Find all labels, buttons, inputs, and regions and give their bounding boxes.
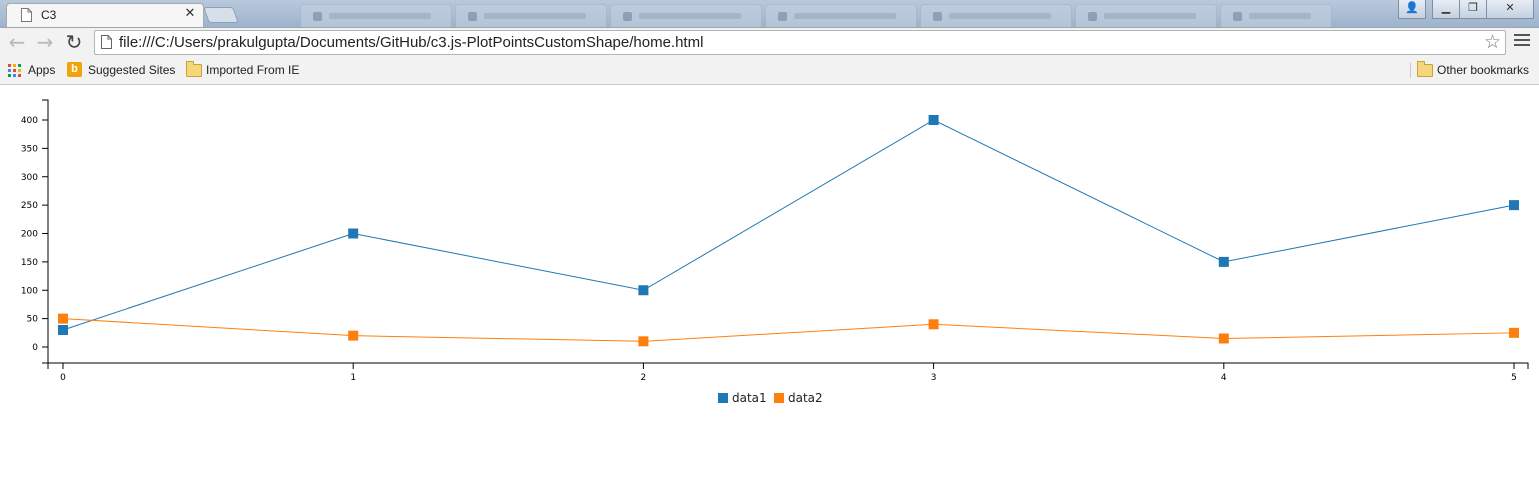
- data-point-data2[interactable]: [58, 313, 68, 324]
- bookmark-imported-from-ie[interactable]: Imported From IE: [186, 61, 306, 78]
- bookmarks-bar: Apps b Suggested Sites Imported From IE …: [0, 57, 1539, 85]
- apps-grid-icon: [8, 64, 21, 77]
- restore-button[interactable]: ❐: [1459, 0, 1487, 19]
- back-arrow-icon[interactable]: ←: [8, 30, 26, 54]
- y-tick-label: 300: [21, 173, 38, 183]
- series-points: [58, 115, 1519, 347]
- data-point-data1[interactable]: [928, 115, 939, 125]
- y-axis-line: [42, 99, 49, 364]
- y-tick-label: 100: [21, 286, 38, 296]
- legend-swatch: [718, 393, 728, 403]
- minimize-button[interactable]: ▁: [1432, 0, 1460, 19]
- profile-button[interactable]: 👤: [1398, 0, 1426, 19]
- close-tab-icon[interactable]: ✕: [184, 6, 196, 21]
- bookmark-label: Apps: [28, 63, 56, 77]
- background-tab[interactable]: [765, 4, 917, 27]
- y-tick-label: 50: [27, 315, 39, 325]
- x-tick-label: 3: [931, 373, 937, 383]
- legend-label: data1: [732, 391, 767, 405]
- data-point-data2[interactable]: [1509, 327, 1519, 338]
- bookmarks-divider: [1410, 63, 1411, 78]
- series-line-data2: [62, 318, 1515, 342]
- x-axis-line: [47, 362, 1529, 369]
- x-tick-label: 1: [350, 373, 356, 383]
- x-tick-label: 5: [1511, 373, 1517, 383]
- legend-item-data2[interactable]: data2: [774, 391, 823, 405]
- bookmark-other-bookmarks[interactable]: Other bookmarks: [1417, 61, 1535, 78]
- reload-icon[interactable]: ↻: [65, 30, 83, 54]
- tab-c3[interactable]: C3 ✕: [6, 3, 204, 27]
- background-tab[interactable]: [920, 4, 1072, 27]
- background-tab[interactable]: [610, 4, 762, 27]
- address-bar[interactable]: file:///C:/Users/prakulgupta/Documents/G…: [94, 30, 1506, 55]
- y-tick-label: 200: [21, 230, 38, 240]
- legend-label: data2: [788, 391, 823, 405]
- y-tick-label: 150: [21, 258, 38, 268]
- x-axis: 0 1 2 3 4 5: [47, 362, 1529, 383]
- x-tick-label: 4: [1221, 373, 1227, 383]
- x-tick-label: 0: [60, 373, 66, 383]
- series-lines: [62, 119, 1515, 342]
- data-point-data1[interactable]: [1218, 256, 1229, 267]
- folder-icon: [186, 61, 202, 77]
- x-tick-label: 2: [641, 373, 647, 383]
- y-tick-label: 400: [21, 116, 38, 126]
- page-icon: [21, 8, 32, 22]
- data-point-data1[interactable]: [638, 285, 649, 296]
- url-text[interactable]: file:///C:/Users/prakulgupta/Documents/G…: [119, 34, 704, 51]
- legend: data1 data2: [718, 391, 823, 405]
- bookmark-apps[interactable]: Apps: [8, 62, 68, 78]
- y-tick-label: 0: [32, 343, 38, 353]
- y-axis: 0 50 100 150 200 250 300 350 400: [21, 99, 49, 364]
- background-tab[interactable]: [1075, 4, 1217, 27]
- forward-arrow-icon[interactable]: →: [36, 30, 54, 54]
- background-tab[interactable]: [455, 4, 607, 27]
- bookmark-label: Imported From IE: [206, 63, 300, 77]
- title-bar: C3 ✕ 👤 ▁ ❐ ✕: [0, 0, 1539, 28]
- y-tick-label: 250: [21, 201, 38, 211]
- menu-icon[interactable]: [1514, 34, 1530, 48]
- bookmark-label: Suggested Sites: [88, 63, 176, 77]
- close-window-button[interactable]: ✕: [1486, 0, 1534, 19]
- page-icon: [101, 35, 112, 49]
- new-tab-button[interactable]: [203, 7, 239, 23]
- toolbar: ← → ↻ file:///C:/Users/prakulgupta/Docum…: [0, 28, 1539, 57]
- series-line-data1: [62, 119, 1515, 331]
- data-point-data2[interactable]: [638, 336, 649, 347]
- tab-title: C3: [41, 8, 57, 22]
- data-point-data2[interactable]: [348, 330, 359, 341]
- bookmark-suggested-sites[interactable]: b Suggested Sites: [67, 62, 177, 78]
- data-point-data1[interactable]: [348, 228, 359, 239]
- data-point-data2[interactable]: [928, 319, 939, 330]
- folder-icon: [1417, 61, 1433, 77]
- data-point-data1[interactable]: [1509, 200, 1519, 211]
- data-point-data1[interactable]: [58, 324, 68, 335]
- legend-item-data1[interactable]: data1: [718, 391, 767, 405]
- y-tick-label: 350: [21, 144, 38, 154]
- background-tab[interactable]: [1220, 4, 1332, 27]
- data-point-data2[interactable]: [1218, 333, 1229, 344]
- legend-swatch: [774, 393, 784, 403]
- background-tab[interactable]: [300, 4, 452, 27]
- bookmark-label: Other bookmarks: [1437, 63, 1530, 77]
- bookmark-star-icon[interactable]: ☆: [1483, 31, 1501, 53]
- bing-icon: b: [67, 62, 82, 77]
